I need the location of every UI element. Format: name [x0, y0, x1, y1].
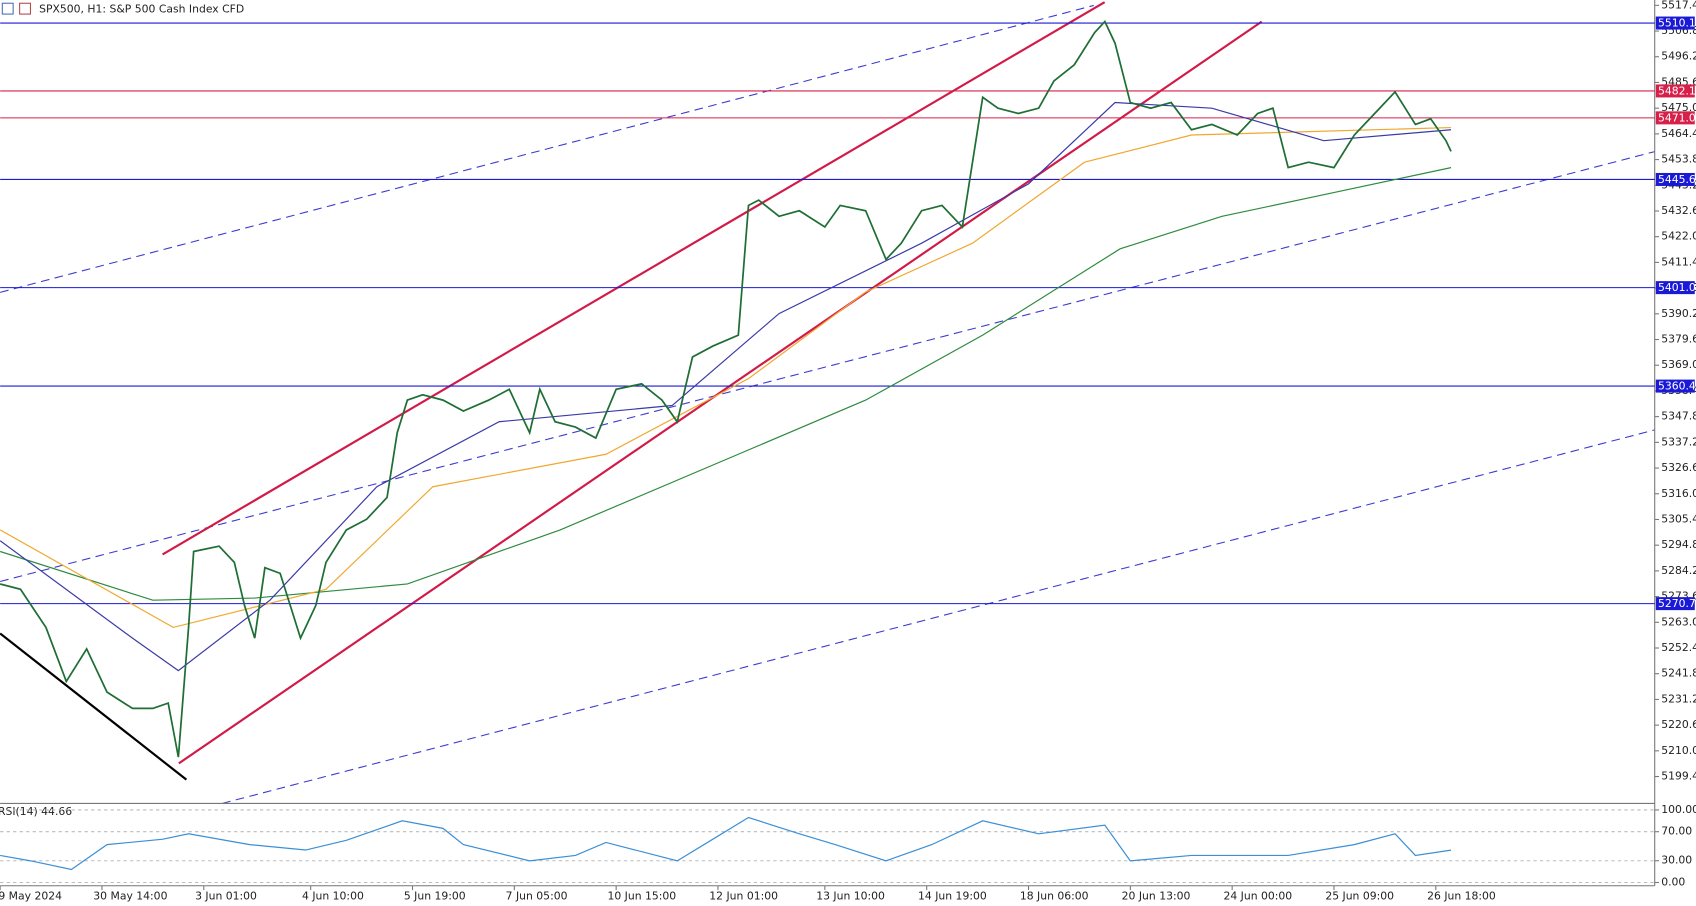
x-tick-label: 3 Jun 01:00 — [195, 890, 257, 902]
y-tick-label: 5422.0 — [1661, 230, 1696, 243]
y-tick-label: 5305.4 — [1661, 512, 1696, 525]
series-line — [0, 126, 1452, 629]
series-line — [0, 816, 1452, 871]
x-tick-label: 13 Jun 10:00 — [816, 890, 885, 902]
dashed-trendline — [0, 4, 1094, 293]
y-tick-label: 5379.6 — [1661, 333, 1696, 346]
y-tick-label: 5347.8 — [1661, 410, 1696, 423]
level-label: 5401.0 — [1658, 281, 1696, 294]
trendline — [0, 632, 188, 781]
level-label-box — [1655, 172, 1695, 186]
level-label-box — [1655, 16, 1695, 30]
y-tick-label: 30.00 — [1661, 854, 1692, 867]
series-line — [0, 101, 1452, 672]
level-label-box — [1655, 111, 1695, 125]
level-label-box — [1655, 597, 1695, 611]
level-label: 5471.0 — [1658, 111, 1696, 124]
y-tick-label: 5326.6 — [1661, 461, 1696, 474]
series-line — [0, 20, 1452, 758]
y-tick-label: 5475.0 — [1661, 101, 1696, 114]
drawings — [0, 1, 1655, 804]
y-tick-label: 5464.4 — [1661, 127, 1696, 140]
y-tick-label: 5241.8 — [1661, 667, 1696, 680]
level-label-box — [1655, 281, 1695, 295]
y-tick-label: 5390.2 — [1661, 307, 1696, 320]
y-tick-label: 5411.4 — [1661, 255, 1696, 268]
chart-icon[interactable] — [19, 2, 32, 15]
y-tick-label: 5432.6 — [1661, 204, 1696, 217]
level-label: 5482.1 — [1658, 84, 1696, 97]
level-label-box — [1655, 379, 1695, 393]
x-tick-label: 30 May 14:00 — [93, 890, 167, 902]
y-tick-label: 70.00 — [1661, 825, 1692, 838]
x-tick-label: 7 Jun 05:00 — [506, 890, 568, 902]
x-tick-label: 14 Jun 19:00 — [918, 890, 987, 902]
x-tick-label: 24 Jun 00:00 — [1223, 890, 1292, 902]
level-label: 5445.6 — [1658, 173, 1696, 186]
y-tick-label: 0.00 — [1661, 876, 1685, 889]
level-label-box — [1655, 84, 1695, 98]
x-tick-label: 29 May 2024 — [0, 890, 62, 902]
y-tick-label: 5517.4 — [1661, 0, 1696, 11]
y-tick-label: 5210.0 — [1661, 744, 1696, 757]
y-tick-label: 5220.6 — [1661, 718, 1696, 731]
x-tick-label: 4 Jun 10:00 — [302, 890, 364, 902]
x-tick-label: 18 Jun 06:00 — [1020, 890, 1089, 902]
y-tick-label: 100.00 — [1661, 803, 1696, 816]
x-tick-label: 12 Jun 01:00 — [709, 890, 778, 902]
menu-icon[interactable] — [1, 2, 14, 15]
y-tick-label: 5496.2 — [1661, 50, 1696, 63]
y-tick-label: 5337.2 — [1661, 435, 1696, 448]
level-label: 5360.4 — [1658, 380, 1696, 393]
y-tick-label: 5369.0 — [1661, 358, 1696, 371]
series-line — [0, 167, 1452, 601]
x-tick-label: 10 Jun 15:00 — [607, 890, 676, 902]
dashed-trendline — [221, 429, 1655, 804]
level-label: 5270.7 — [1658, 597, 1696, 610]
y-tick-label: 5284.2 — [1661, 564, 1696, 577]
y-tick-label: 5453.8 — [1661, 153, 1696, 166]
channel-line — [178, 20, 1263, 765]
y-tick-label: 5294.8 — [1661, 538, 1696, 551]
y-tick-label: 5252.4 — [1661, 641, 1696, 654]
x-tick-label: 26 Jun 18:00 — [1427, 890, 1496, 902]
x-tick-label: 25 Jun 09:00 — [1325, 890, 1394, 902]
y-tick-label: 5316.0 — [1661, 487, 1696, 500]
y-tick-label: 5199.4 — [1661, 770, 1696, 783]
y-tick-label: 5231.2 — [1661, 692, 1696, 705]
x-tick-label: 5 Jun 19:00 — [404, 890, 466, 902]
level-label: 5510.1 — [1658, 17, 1696, 30]
y-tick-label: 5263.0 — [1661, 615, 1696, 628]
x-tick-label: 20 Jun 13:00 — [1122, 890, 1191, 902]
dashed-trendline — [0, 151, 1655, 583]
channel-line — [162, 1, 1106, 556]
symbol-title: SPX500, H1: S&P 500 Cash Index CFD — [39, 3, 244, 16]
indicator-title: RSI(14) 44.66 — [0, 805, 72, 818]
